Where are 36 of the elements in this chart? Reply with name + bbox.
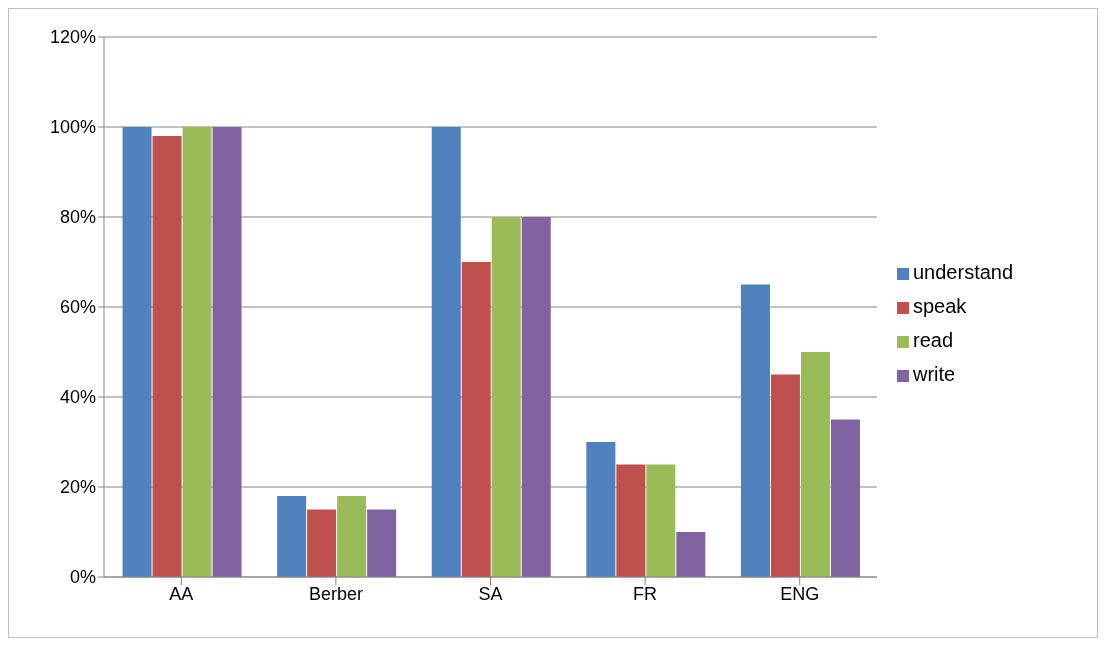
y-tick-label: 20% [59, 477, 96, 498]
bar [770, 374, 800, 577]
bar [461, 262, 491, 577]
bar [182, 127, 212, 577]
bar [307, 509, 337, 577]
legend-label: write [913, 363, 956, 385]
y-tick-label: 80% [59, 207, 96, 228]
legend-label: understand [913, 261, 1014, 283]
bar [491, 217, 521, 577]
y-tick-label: 0% [69, 567, 96, 588]
x-tick-label: AA [169, 583, 194, 604]
y-tick-label: 40% [59, 387, 96, 408]
legend-label: speak [913, 295, 967, 317]
bar [521, 217, 551, 577]
y-tick-label: 60% [59, 297, 96, 318]
x-tick-label: SA [478, 583, 503, 604]
bar [367, 509, 397, 577]
bar [431, 127, 461, 577]
y-tick-label: 120% [49, 27, 96, 48]
bar [337, 496, 367, 577]
bar [122, 127, 152, 577]
bar [676, 532, 706, 577]
legend-label: read [913, 329, 954, 351]
bar [152, 136, 182, 577]
bar [616, 464, 646, 577]
bar [800, 352, 830, 577]
bar [277, 496, 307, 577]
y-tick-label: 100% [49, 117, 96, 138]
bar [740, 284, 770, 577]
x-tick-label: Berber [308, 583, 363, 604]
bar [212, 127, 242, 577]
bar [646, 464, 676, 577]
bar [586, 442, 616, 577]
x-tick-label: ENG [780, 583, 820, 604]
x-tick-label: FR [633, 583, 658, 604]
bar [830, 419, 860, 577]
